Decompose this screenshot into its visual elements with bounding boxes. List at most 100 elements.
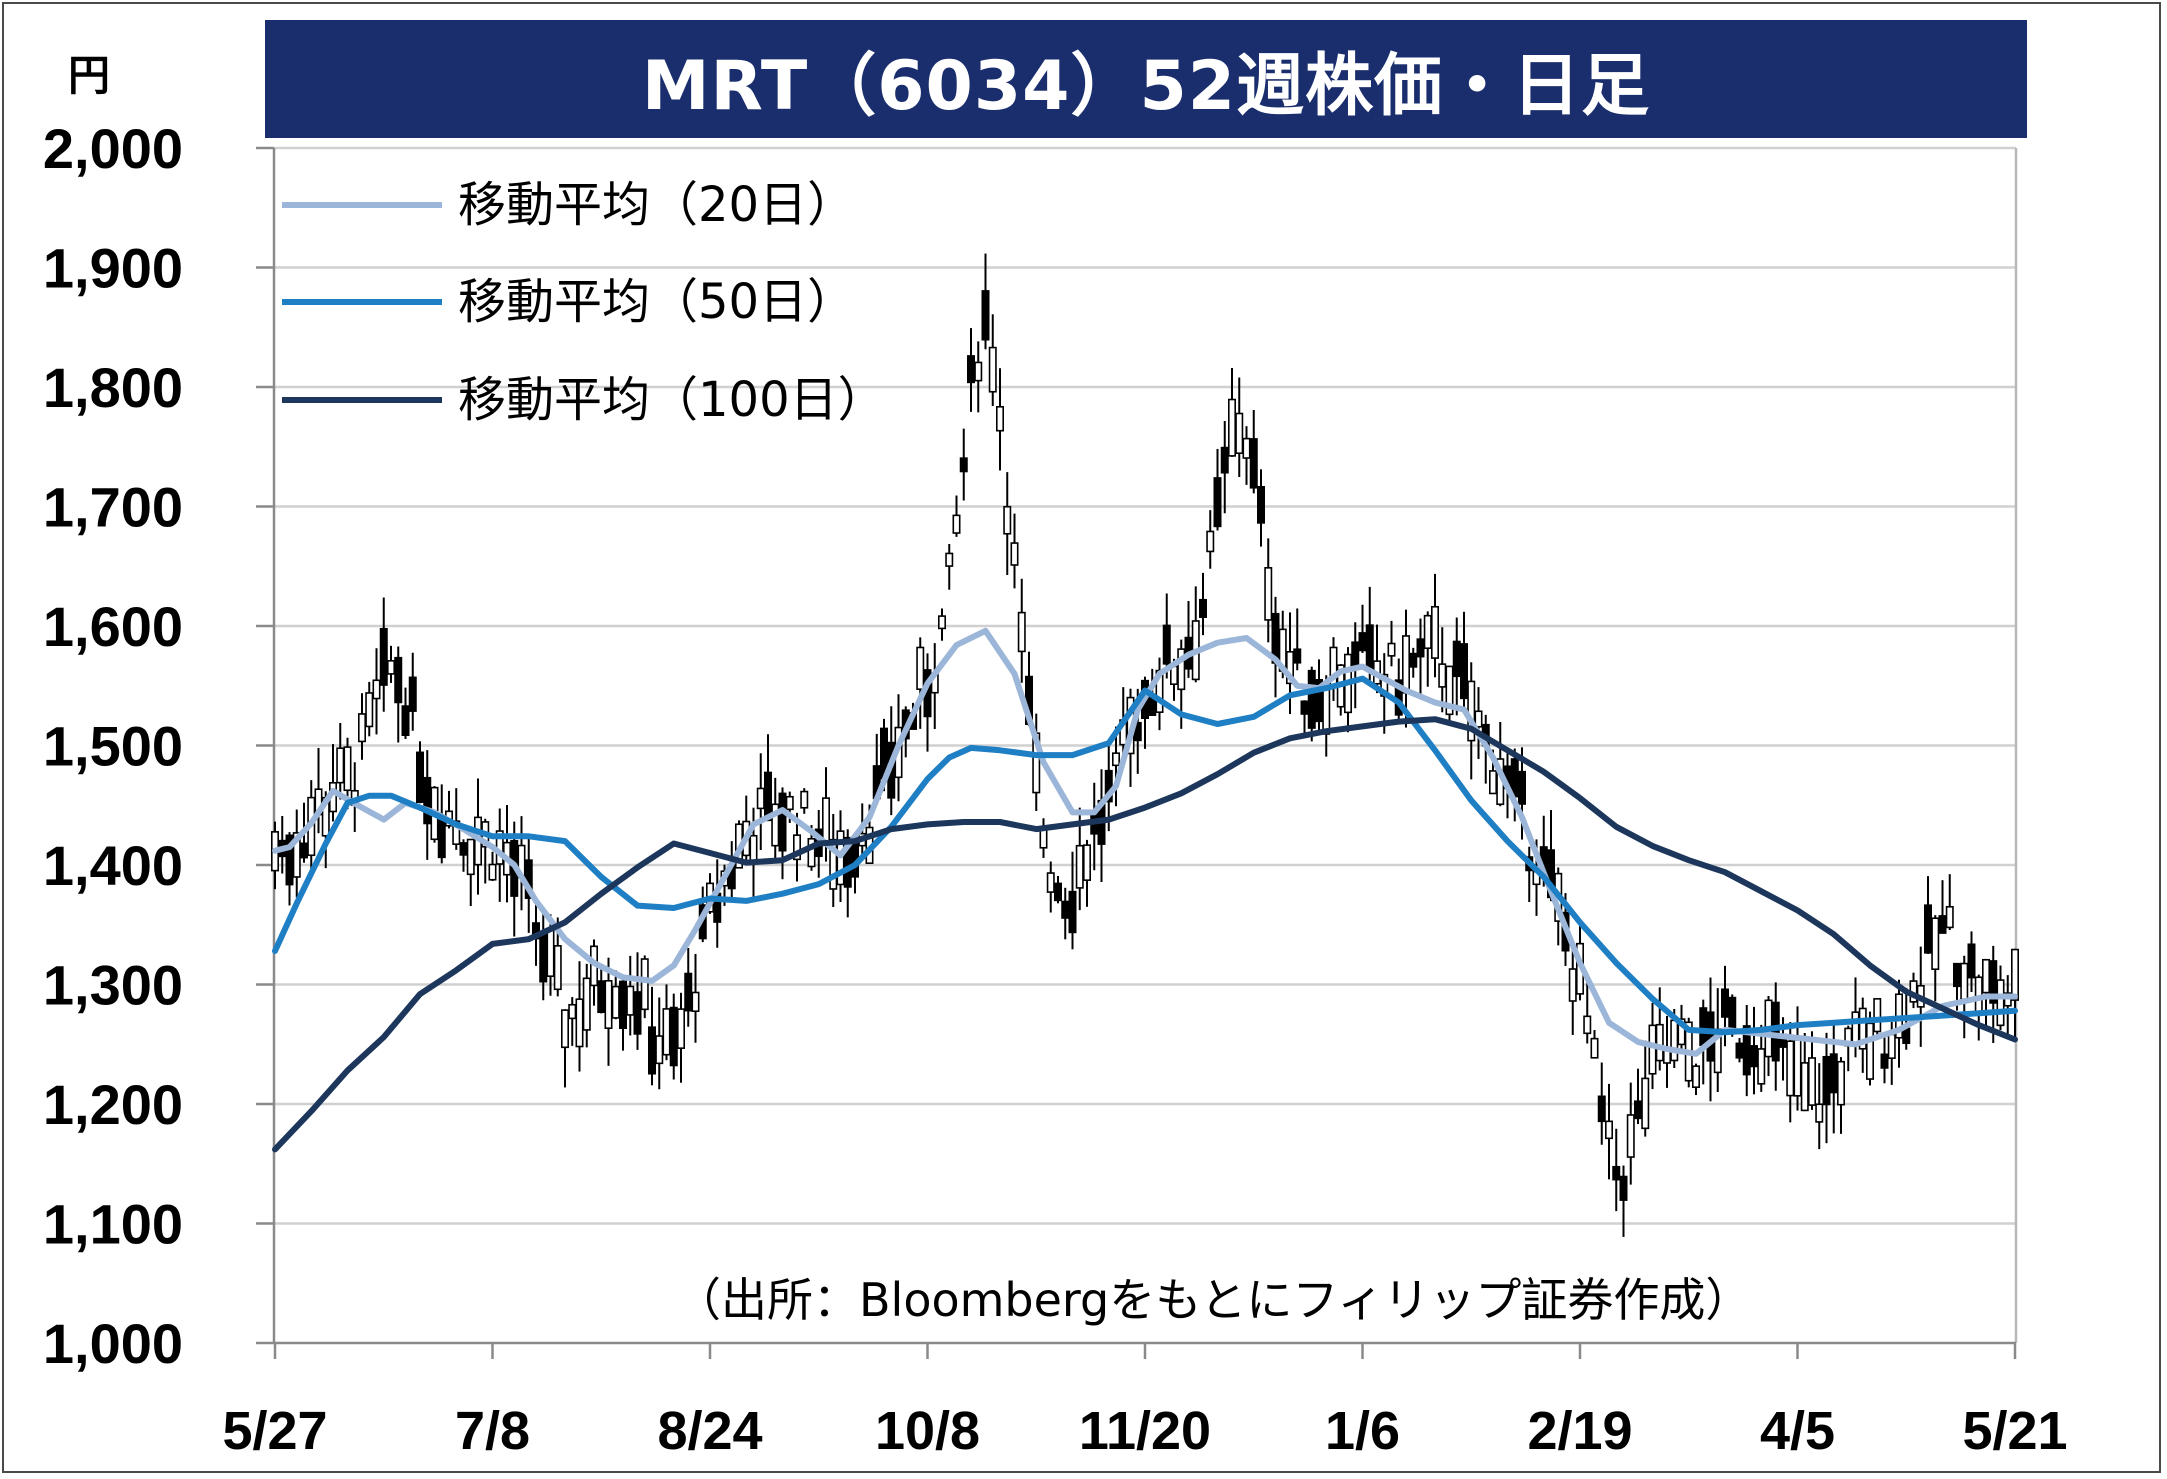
candle-body xyxy=(1445,665,1454,716)
candle-body xyxy=(778,792,787,852)
candle-body xyxy=(1938,915,1947,934)
candle-body xyxy=(959,457,968,473)
candle-body xyxy=(785,795,794,811)
candle-body xyxy=(669,1006,678,1067)
candle-body xyxy=(1626,1114,1635,1158)
candle-body xyxy=(560,1009,569,1049)
legend-label: 移動平均（50日） xyxy=(458,274,855,330)
candle-body xyxy=(633,991,642,1035)
title-bar: MRT（6034）52週株価・日足 xyxy=(265,20,2027,138)
source-note: （出所：Bloombergをもとにフィリップ証券作成） xyxy=(675,1273,1751,1327)
candle-body xyxy=(1924,904,1933,954)
candle-body xyxy=(988,346,997,393)
y-tick-label: 1,700 xyxy=(43,476,183,539)
candle-body xyxy=(343,746,352,792)
y-tick-label: 1,400 xyxy=(43,834,183,897)
candle-body xyxy=(1953,962,1962,988)
candle-body xyxy=(1822,1055,1831,1106)
candle-body xyxy=(974,361,983,382)
candle-body xyxy=(821,797,830,843)
candle-body xyxy=(1315,679,1324,723)
candle-body xyxy=(945,552,954,567)
x-tick-label: 5/21 xyxy=(1962,1401,2067,1461)
candle-body xyxy=(1242,437,1251,459)
candle-body xyxy=(1699,1007,1708,1046)
candle-body xyxy=(1597,1095,1606,1123)
candle-body xyxy=(1228,398,1237,457)
candle-body xyxy=(1757,1048,1766,1085)
candle-body xyxy=(1641,1077,1650,1130)
candle-body xyxy=(1873,998,1882,1033)
candle-body xyxy=(285,834,294,886)
candle-body xyxy=(1728,996,1737,1034)
candle-body xyxy=(597,980,606,1014)
candle-body xyxy=(792,834,801,861)
candle-body xyxy=(1829,1053,1838,1094)
x-tick-label: 5/27 xyxy=(222,1401,327,1461)
candle-body xyxy=(1003,505,1012,535)
x-tick-label: 4/5 xyxy=(1760,1401,1835,1461)
candle-body xyxy=(626,985,635,1016)
x-axis-ticks: 5/27 7/8 8/24 10/8 11/20 1/6 2/19 4/5 5/21 xyxy=(222,1343,2068,1461)
candle-body xyxy=(1402,635,1411,694)
candle-body xyxy=(1423,614,1432,650)
grid-lines xyxy=(274,146,2016,1225)
candle-body xyxy=(1880,1053,1889,1069)
candle-body xyxy=(437,818,446,859)
candle-body xyxy=(1322,684,1331,735)
candle-body xyxy=(1634,1100,1643,1120)
candle-body xyxy=(575,998,584,1048)
candle-body xyxy=(401,705,410,737)
candle-body xyxy=(1431,605,1440,659)
candle-body xyxy=(1220,446,1229,474)
candle-body xyxy=(1438,663,1447,688)
candle-body xyxy=(539,933,548,983)
candle-body xyxy=(1075,844,1084,889)
candle-body xyxy=(676,1008,685,1049)
candle-body xyxy=(1568,968,1577,1002)
candle-body xyxy=(357,713,366,743)
candle-body xyxy=(1786,1040,1795,1097)
candle-body xyxy=(1982,958,1991,994)
candle-body xyxy=(611,985,620,1019)
candle-body xyxy=(1619,1175,1628,1201)
candle-body xyxy=(952,514,961,534)
candle-body xyxy=(1989,960,1998,1004)
chart-title: MRT（6034）52週株価・日足 xyxy=(641,46,1651,126)
x-tick-label: 8/24 xyxy=(657,1401,762,1461)
candle-body xyxy=(1851,1011,1860,1046)
x-tick-label: 10/8 xyxy=(875,1401,980,1461)
candle-body xyxy=(1083,844,1092,881)
candle-body xyxy=(1206,530,1215,553)
legend: 移動平均（20日） 移動平均（50日） 移動平均（100日） xyxy=(282,177,886,428)
candle-body xyxy=(1815,1103,1824,1123)
candle-body xyxy=(1061,900,1070,919)
candle-body xyxy=(1104,769,1113,803)
candle-body xyxy=(937,615,946,630)
candle-body xyxy=(1887,1033,1896,1059)
candle-body xyxy=(292,832,301,878)
candle-body xyxy=(1931,917,1940,971)
candle-body xyxy=(1750,1045,1759,1068)
candle-body xyxy=(749,834,758,864)
y-axis-unit-label: 円 xyxy=(68,51,111,100)
y-tick-label: 1,200 xyxy=(43,1073,183,1136)
candle-body xyxy=(1307,669,1316,729)
candle-body xyxy=(1177,648,1186,691)
candle-body xyxy=(1735,1042,1744,1059)
candle-body xyxy=(1249,438,1258,489)
candle-body xyxy=(1489,770,1498,795)
candle-body xyxy=(1039,827,1048,849)
legend-label: 移動平均（100日） xyxy=(458,372,886,428)
y-tick-label: 1,600 xyxy=(43,595,183,658)
candle-body xyxy=(662,1008,671,1056)
candle-body xyxy=(459,842,468,856)
candle-body xyxy=(1590,1037,1599,1059)
candle-body xyxy=(365,692,374,728)
candle-body xyxy=(1902,1027,1911,1044)
x-tick-label: 2/19 xyxy=(1527,1401,1632,1461)
candle-body xyxy=(1264,567,1273,621)
candle-body xyxy=(568,1003,577,1020)
candle-body xyxy=(1612,1165,1621,1181)
